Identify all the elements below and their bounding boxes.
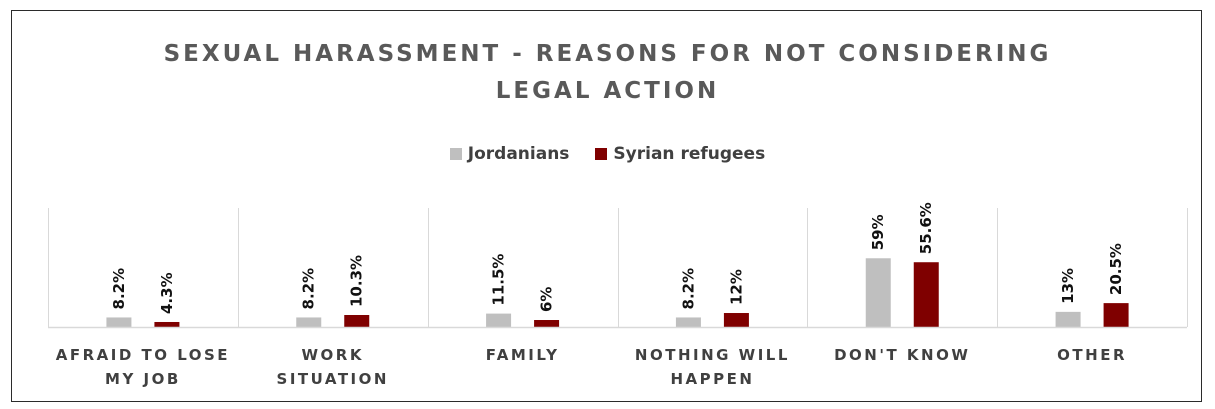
bar-jordanians [296, 317, 322, 327]
legend-item-jordanians: Jordanians [449, 144, 570, 164]
category-label: DON'T KNOW [834, 346, 970, 364]
data-label: 4.3% [158, 272, 176, 314]
bar-jordanians [865, 258, 891, 327]
bar-syrian-refugees [344, 315, 370, 327]
chart-frame [11, 10, 1202, 402]
chart-title: SEXUAL HARASSMENT - REASONS FOR NOT CONS… [0, 36, 1215, 110]
category-label: OTHER [1057, 346, 1127, 364]
bar-jordanians [1055, 311, 1081, 327]
category-label: WORK [302, 346, 364, 364]
bar-syrian-refugees [913, 262, 939, 327]
legend-swatch-syrian-refugees [595, 148, 608, 160]
legend-swatch-jordanians [449, 148, 462, 160]
chart-title-line-2: LEGAL ACTION [495, 78, 720, 104]
category-label: HAPPEN [670, 370, 754, 388]
data-label: 6% [538, 287, 556, 312]
legend-label-jordanians: Jordanians [467, 144, 570, 164]
bar-syrian-refugees [723, 313, 749, 327]
chart-title-line-1: SEXUAL HARASSMENT - REASONS FOR NOT CONS… [163, 41, 1052, 67]
data-label: 8.2% [110, 268, 128, 310]
data-label: 8.2% [679, 268, 697, 310]
data-label: 13% [1059, 268, 1077, 304]
bar-syrian-refugees [154, 321, 180, 327]
category-label: NOTHING WILL [635, 346, 790, 364]
bar-syrian-refugees [534, 320, 560, 327]
category-label: AFRAID TO LOSE [56, 346, 230, 364]
data-label: 10.3% [348, 255, 366, 307]
category-label: SITUATION [277, 370, 389, 388]
bar-syrian-refugees [1103, 303, 1129, 327]
category-label: MY JOB [105, 370, 181, 388]
data-label: 59% [869, 214, 887, 250]
bar-jordanians [486, 313, 512, 327]
bar-jordanians [675, 317, 701, 327]
data-label: 20.5% [1107, 243, 1125, 295]
bar-jordanians [106, 317, 132, 327]
chart-legend: Jordanians Syrian refugees [0, 144, 1215, 164]
data-label: 11.5% [490, 254, 508, 306]
data-label: 8.2% [300, 268, 318, 310]
category-label: FAMILY [486, 346, 560, 364]
data-label: 12% [727, 269, 745, 305]
data-label: 55.6% [917, 202, 935, 254]
legend-label-syrian-refugees: Syrian refugees [613, 144, 766, 164]
legend-item-syrian-refugees: Syrian refugees [595, 144, 765, 164]
